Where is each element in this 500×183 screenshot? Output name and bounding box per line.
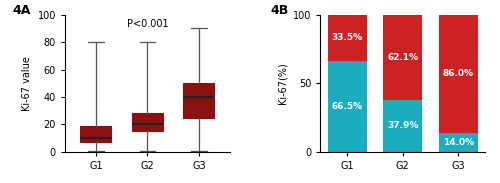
Y-axis label: Ki-67(%): Ki-67(%) (278, 62, 287, 104)
PathPatch shape (132, 113, 163, 131)
Y-axis label: Ki-67 value: Ki-67 value (22, 56, 32, 111)
Text: 4B: 4B (271, 4, 289, 17)
Text: 66.5%: 66.5% (332, 102, 363, 111)
Bar (438, 133, 478, 152)
Text: 4A: 4A (12, 4, 30, 17)
Text: 86.0%: 86.0% (442, 69, 474, 78)
Text: 62.1%: 62.1% (387, 53, 418, 62)
Text: 33.5%: 33.5% (332, 33, 363, 42)
Bar (383, 100, 422, 152)
Bar (383, 15, 422, 100)
Bar (438, 15, 478, 133)
Text: P<0.001: P<0.001 (126, 19, 168, 29)
Bar (328, 61, 366, 152)
Bar (328, 15, 366, 61)
Text: 14.0%: 14.0% (442, 138, 474, 147)
Text: 37.9%: 37.9% (387, 121, 418, 130)
PathPatch shape (80, 126, 112, 142)
PathPatch shape (184, 83, 214, 117)
